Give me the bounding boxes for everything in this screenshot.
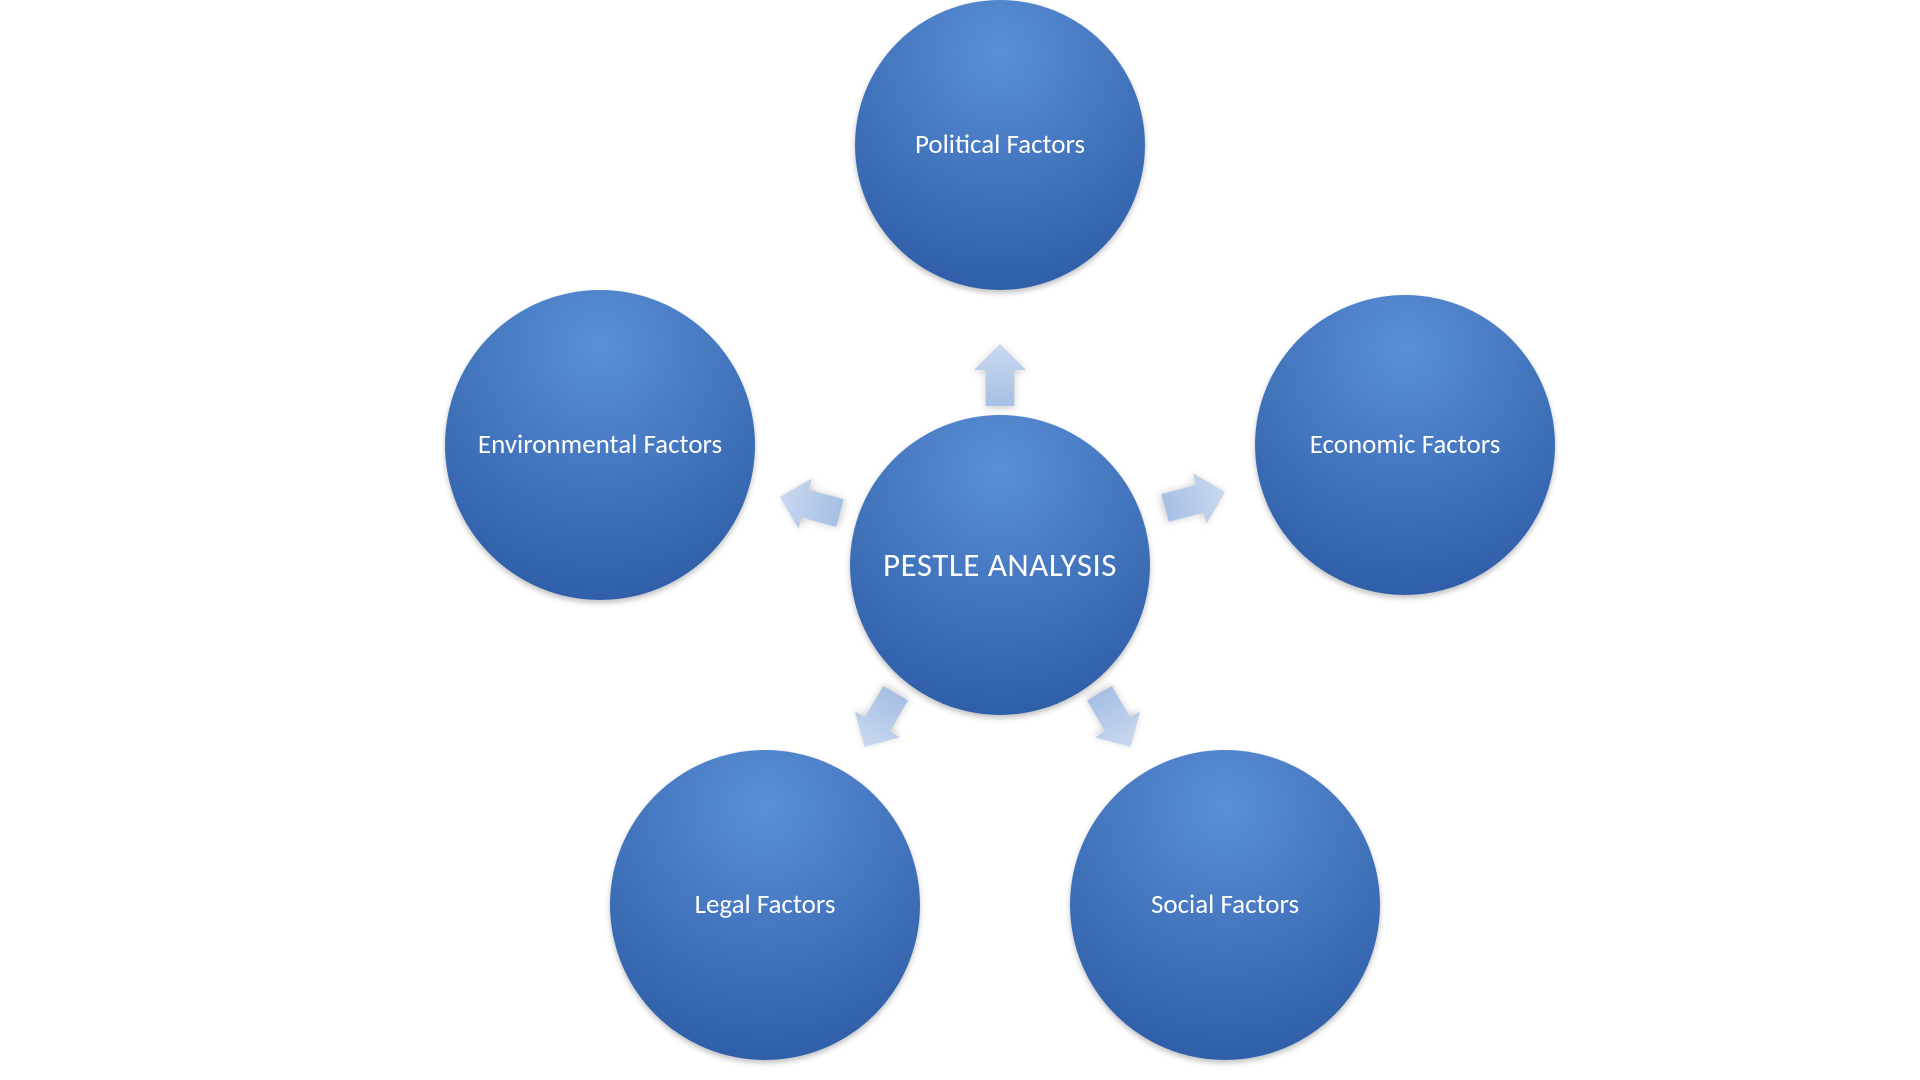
circle-outer-0: Political Factors [855,0,1145,290]
arrow-1 [1158,467,1231,533]
circle-label-outer-3: Legal Factors [685,887,846,922]
circle-outer-4: Environmental Factors [445,290,755,600]
arrow-2 [1077,680,1153,760]
circle-outer-1: Economic Factors [1255,295,1555,595]
circle-label-outer-2: Social Factors [1141,887,1309,922]
circle-outer-3: Legal Factors [610,750,920,1060]
pestle-diagram: PESTLE ANALYSIS Political Factors Economic… [0,0,1920,1080]
circle-label-center: PESTLE ANALYSIS [873,544,1127,587]
arrow-3 [842,680,918,760]
circle-outer-2: Social Factors [1070,750,1380,1060]
circle-label-outer-1: Economic Factors [1300,427,1511,462]
arrow-4 [773,472,846,538]
circle-label-outer-0: Political Factors [905,127,1095,162]
circle-label-outer-4: Environmental Factors [468,427,732,462]
circle-center: PESTLE ANALYSIS [850,415,1150,715]
arrow-0 [974,344,1026,406]
